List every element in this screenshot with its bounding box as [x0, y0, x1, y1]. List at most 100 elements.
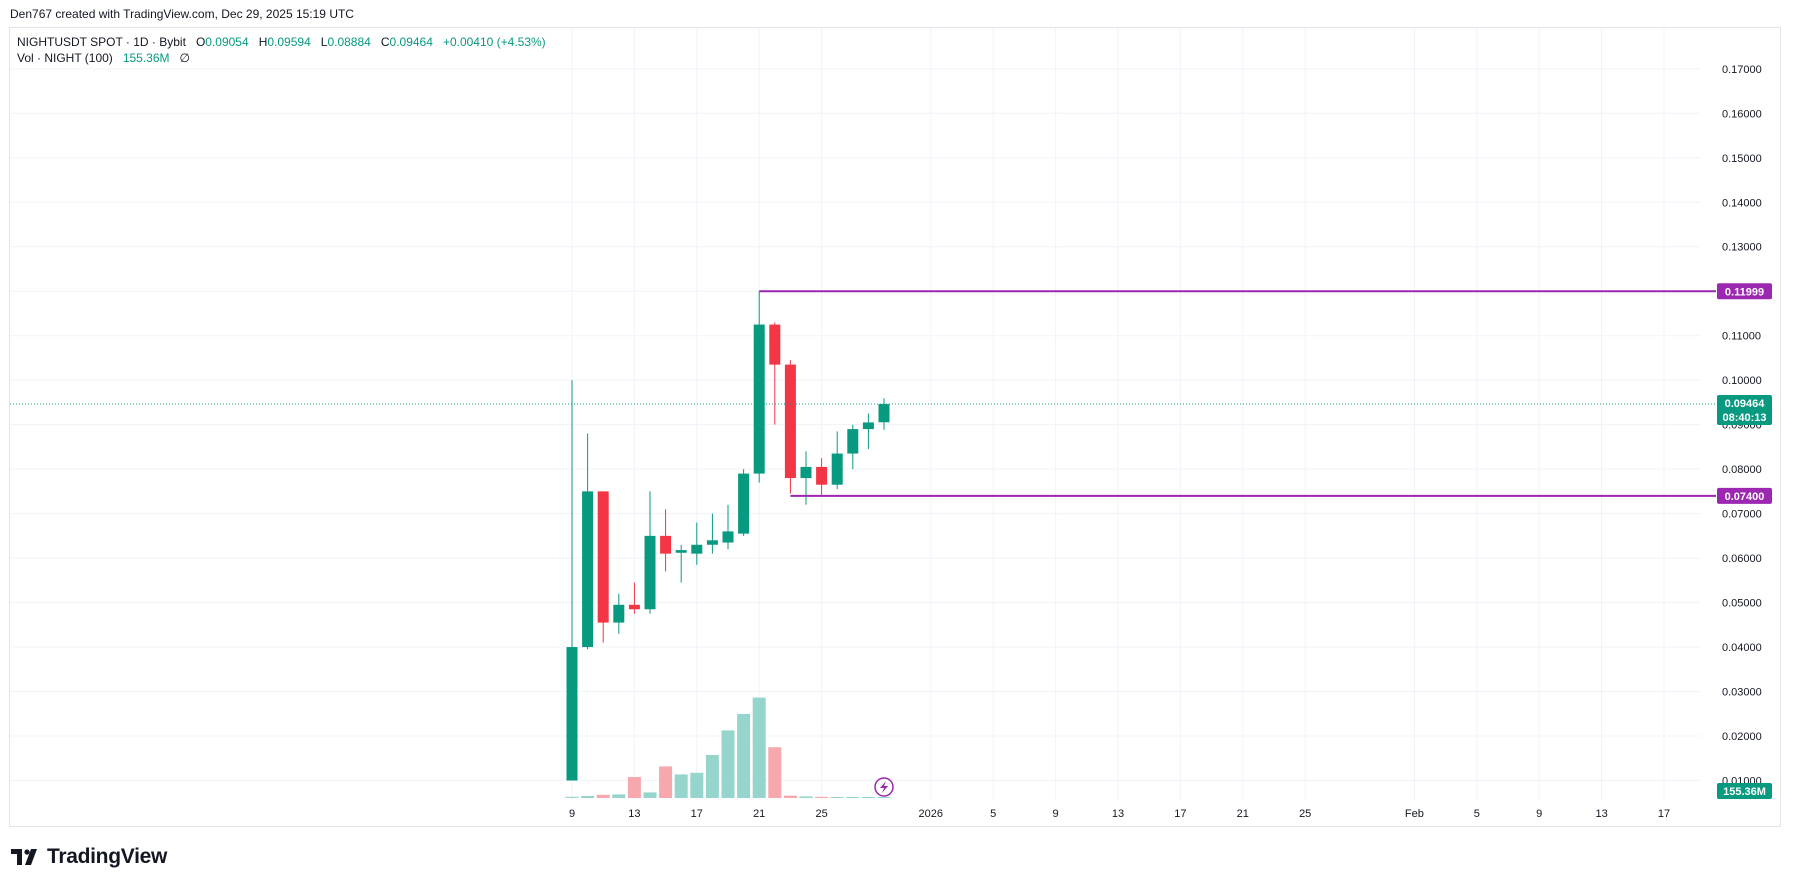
price-tick-label: 0.16000	[1722, 108, 1762, 120]
volume-bar	[846, 797, 860, 798]
candle-body	[753, 324, 765, 474]
high-label: H	[258, 35, 268, 49]
volume-bar	[643, 792, 657, 798]
candle-body	[831, 453, 843, 485]
time-tick-label: 25	[815, 808, 827, 820]
high-value: 0.09594	[267, 35, 311, 49]
price-tick-label: 0.14000	[1722, 197, 1762, 209]
countdown-label: 08:40:13	[1722, 412, 1766, 424]
price-tick-label: 0.02000	[1722, 731, 1762, 743]
volume-bar	[877, 797, 891, 798]
candle-body	[628, 604, 640, 610]
time-tick-label: Feb	[1405, 808, 1424, 820]
time-tick-label: 9	[1053, 808, 1059, 820]
time-tick-label: 25	[1299, 808, 1311, 820]
volume-label[interactable]: Vol · NIGHT (100)	[17, 51, 113, 65]
level-price-tag	[1717, 283, 1772, 300]
candle-body	[613, 604, 625, 623]
candle-body	[816, 466, 828, 485]
time-tick-label: 5	[990, 808, 996, 820]
volume-bar	[674, 774, 688, 798]
chart-grid	[10, 28, 1700, 800]
price-tick-label: 0.15000	[1722, 153, 1762, 165]
time-tick-label: 21	[1237, 808, 1249, 820]
time-tick-label: 13	[628, 808, 640, 820]
volume-bar	[596, 794, 610, 798]
candle-body	[862, 422, 874, 430]
tradingview-brand[interactable]: TradingView	[11, 845, 167, 869]
price-tags: 0.11999 0.07400 0.09464 08:40:13 155.36M	[1717, 283, 1772, 799]
time-tick-label: 17	[691, 808, 703, 820]
last-price-label: 0.09464	[1725, 398, 1766, 410]
candle-body	[675, 550, 687, 553]
candle-body	[800, 466, 812, 479]
lightning-icon[interactable]	[874, 777, 894, 797]
time-tick-label: 5	[1474, 808, 1480, 820]
close-value: 0.09464	[389, 35, 433, 49]
volume-bar	[721, 730, 735, 798]
price-tick-label: 0.08000	[1722, 464, 1762, 476]
volume-bar	[799, 796, 813, 798]
candle-body	[706, 540, 718, 545]
price-tick-label: 0.03000	[1722, 687, 1762, 699]
time-tick-label: 9	[569, 808, 575, 820]
last-price-tag	[1717, 395, 1772, 426]
volume-value-tag	[1717, 783, 1772, 799]
price-tick-label: 0.17000	[1722, 64, 1762, 76]
price-tick-label: 0.11000	[1722, 331, 1761, 343]
volume-bar	[690, 772, 704, 798]
volume-bar	[565, 796, 579, 798]
price-tick-label: 0.10000	[1722, 375, 1762, 387]
candle-body	[691, 544, 703, 554]
time-tick-label: 13	[1595, 808, 1607, 820]
close-label: C	[380, 35, 390, 49]
volume-bar	[705, 755, 719, 798]
volume-bar	[737, 714, 751, 798]
level-price-tag	[1717, 487, 1772, 504]
level-price-label: 0.07400	[1725, 491, 1765, 503]
candle-body	[878, 404, 890, 423]
volume-bar	[815, 796, 829, 798]
price-axis: 0.170000.160000.150000.140000.130000.120…	[1722, 64, 1762, 788]
volume-bar	[830, 797, 844, 798]
volume-value-label: 155.36M	[1723, 786, 1766, 798]
volume-bar	[783, 795, 797, 798]
candle-body	[738, 473, 750, 534]
horizontal-levels	[10, 290, 1716, 497]
time-tick-label: 13	[1112, 808, 1124, 820]
volume-row: Vol · NIGHT (100) 155.36M ∅	[17, 50, 546, 66]
time-axis: 9 13 17 21 25 2026 5 9 13 17 21 25 Feb 5 9 13 17	[569, 808, 1670, 820]
price-tick-label: 0.07000	[1722, 509, 1762, 521]
low-value: 0.08884	[327, 35, 371, 49]
volume-bar	[612, 794, 626, 798]
volume-bars	[565, 697, 891, 798]
candle-body	[582, 491, 594, 648]
volume-bar	[659, 766, 673, 798]
price-tick-label: 0.04000	[1722, 642, 1762, 654]
candle-body	[566, 647, 578, 781]
candles	[566, 291, 890, 781]
ohlc-row: NIGHTUSDT SPOT · 1D · Bybit O0.09054 H0.…	[17, 34, 546, 50]
change-value: +0.00410 (+4.53%)	[442, 35, 546, 49]
candle-body	[660, 535, 672, 554]
candle-body	[644, 535, 656, 610]
price-tick-label: 0.13000	[1722, 242, 1762, 254]
price-tick-label: 0.06000	[1722, 553, 1762, 565]
low-label: L	[320, 35, 328, 49]
candle-body	[722, 531, 734, 543]
time-tick-label: 17	[1174, 808, 1186, 820]
hide-icon[interactable]: ∅	[179, 51, 190, 65]
price-tick-label: 0.05000	[1722, 598, 1762, 610]
time-tick-label: 17	[1658, 808, 1670, 820]
volume-bar	[627, 777, 641, 798]
candle-body	[847, 429, 859, 454]
candle-body	[597, 491, 609, 623]
time-tick-label: 9	[1536, 808, 1542, 820]
brand-name: TradingView	[47, 845, 168, 868]
chart-credit: Den767 created with TradingView.com, Dec…	[10, 7, 354, 21]
symbol-label[interactable]: NIGHTUSDT SPOT · 1D · Bybit	[17, 35, 186, 49]
candle-body	[769, 324, 781, 365]
open-label: O	[195, 35, 206, 49]
tradingview-logo-icon	[11, 849, 37, 865]
